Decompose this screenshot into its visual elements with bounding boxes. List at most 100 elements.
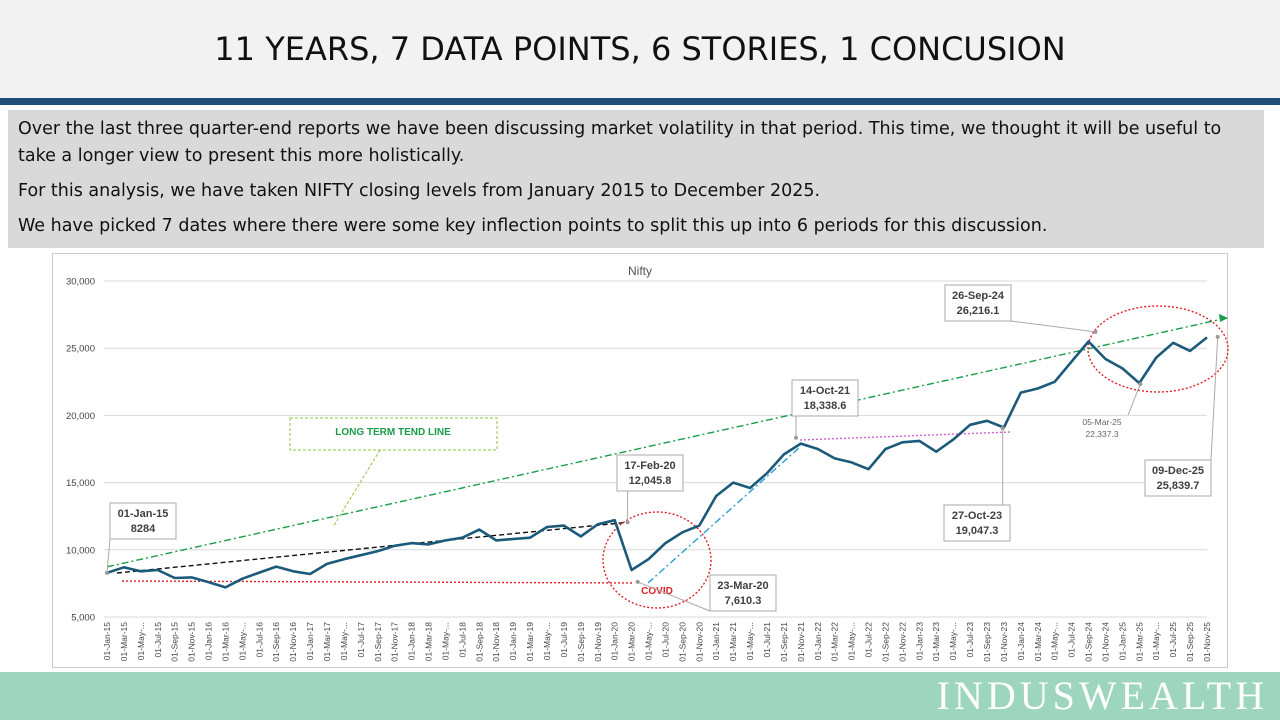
x-tick-label: 01-May-... <box>847 622 857 660</box>
x-tick-label: 01-Sep-18 <box>474 622 484 662</box>
x-tick-label: 01-Sep-24 <box>1084 622 1094 662</box>
callout-box <box>791 379 859 417</box>
recovery-line <box>647 446 801 584</box>
x-tick-label: 01-Jul-17 <box>356 622 366 658</box>
x-tick-label: 01-May-... <box>1050 622 1060 660</box>
x-tick-label: 01-Jan-17 <box>305 622 315 661</box>
x-tick-label: 01-May-... <box>136 622 146 660</box>
y-tick-label: 10,000 <box>66 545 95 556</box>
x-tick-label: 01-Jan-21 <box>711 622 721 661</box>
x-tick-label: 01-Jul-20 <box>660 622 670 658</box>
callout-pointer <box>1127 383 1141 416</box>
pre-covid-line <box>116 521 628 574</box>
x-tick-label: 01-Mar-25 <box>1134 622 1144 661</box>
paragraph: For this analysis, we have taken NIFTY c… <box>18 181 821 201</box>
x-tick-label: 01-Mar-24 <box>1033 622 1043 661</box>
x-tick-label: 01-May-... <box>339 622 349 660</box>
x-tick-label: 01-Sep-21 <box>779 622 789 662</box>
covid-label: COVID <box>641 586 673 597</box>
x-tick-label: 01-Mar-16 <box>220 622 230 661</box>
x-tick-label: 01-Nov-23 <box>999 622 1009 662</box>
callout-date: 05-Mar-25 <box>1082 417 1121 427</box>
x-tick-label: 01-Jul-19 <box>559 622 569 658</box>
callout-box <box>1144 459 1212 497</box>
annotation-point <box>1215 334 1220 339</box>
callout-date: 17-Feb-20 <box>624 460 675 472</box>
x-tick-label: 01-Sep-25 <box>1185 622 1195 662</box>
x-tick-label: 01-Sep-20 <box>677 622 687 662</box>
paragraph: We have picked 7 dates where there were … <box>18 216 1048 236</box>
x-tick-label: 01-Nov-16 <box>288 622 298 662</box>
trend-label-box <box>289 417 498 451</box>
callout-pointer <box>637 581 711 612</box>
callout-pointer <box>106 538 111 573</box>
x-tick-label: 01-Jul-23 <box>965 622 975 658</box>
callout-date: 14-Oct-21 <box>800 385 850 397</box>
support-line <box>121 580 633 584</box>
callout-value: 25,839.7 <box>1157 480 1200 492</box>
x-tick-label: 01-Jul-18 <box>457 622 467 658</box>
y-tick-label: 20,000 <box>66 411 95 422</box>
callout-box <box>944 284 1012 322</box>
x-tick-label: 01-Jul-21 <box>762 622 772 658</box>
intro-text: Over the last three quarter-end reports … <box>8 110 1264 248</box>
annotation-point <box>1093 329 1098 334</box>
callout-value: 26,216.1 <box>957 305 1000 317</box>
x-tick-label: 01-Jan-15 <box>102 622 112 661</box>
callout-value: 7,610.3 <box>725 595 762 607</box>
x-tick-label: 01-Sep-22 <box>880 622 890 662</box>
x-tick-label: 01-Mar-19 <box>525 622 535 661</box>
x-tick-label: 01-Mar-18 <box>424 622 434 661</box>
y-tick-label: 25,000 <box>66 344 95 355</box>
trend-line <box>106 317 1228 568</box>
range-line <box>799 431 1011 441</box>
callout-box <box>616 454 684 492</box>
x-tick-label: 01-Jul-15 <box>153 622 163 658</box>
slide-title: 11 YEARS, 7 DATA POINTS, 6 STORIES, 1 CO… <box>214 30 1066 68</box>
x-tick-label: 01-Jan-19 <box>508 622 518 661</box>
x-tick-label: 01-Jan-20 <box>610 622 620 661</box>
x-tick-label: 01-Sep-15 <box>170 622 180 662</box>
x-tick-label: 01-Mar-15 <box>119 622 129 661</box>
callout-box <box>109 502 177 540</box>
callout-date: 26-Sep-24 <box>952 290 1005 302</box>
x-tick-label: 01-Sep-17 <box>373 622 383 662</box>
annotation-point <box>1000 426 1005 431</box>
footer: INDUSWEALTH <box>0 672 1280 720</box>
x-tick-label: 01-Jan-18 <box>407 622 417 661</box>
x-tick-label: 01-Nov-15 <box>187 622 197 662</box>
x-tick-label: 01-Jul-16 <box>254 622 264 658</box>
x-tick-label: 01-Nov-24 <box>1100 622 1110 662</box>
chart-frame <box>52 253 1228 668</box>
y-tick-label: 30,000 <box>66 277 95 288</box>
callout-pointer <box>1210 336 1219 461</box>
callout-value: 22,337.3 <box>1085 429 1118 439</box>
callout-date: 27-Oct-23 <box>952 510 1002 522</box>
callout-date: 23-Mar-20 <box>717 580 768 592</box>
x-tick-label: 01-Nov-19 <box>593 622 603 662</box>
callout-value: 8284 <box>131 523 156 535</box>
annotation-point <box>105 570 109 575</box>
x-tick-label: 01-Mar-17 <box>322 622 332 661</box>
callout-value: 18,338.6 <box>804 400 847 412</box>
x-tick-label: 01-May-... <box>542 622 552 660</box>
x-tick-label: 01-Sep-16 <box>271 622 281 662</box>
x-tick-label: 01-May-... <box>237 622 247 660</box>
x-tick-label: 01-May-... <box>1151 622 1161 660</box>
x-tick-label: 01-May-... <box>644 622 654 660</box>
callout-date: 01-Jan-15 <box>118 508 169 520</box>
x-tick-label: 01-Nov-25 <box>1202 622 1212 662</box>
x-tick-label: 01-Jul-25 <box>1168 622 1178 658</box>
series-line <box>106 336 1208 589</box>
annotation-point <box>625 520 630 525</box>
annotation-point <box>1138 381 1143 386</box>
y-tick-label: 15,000 <box>66 478 95 489</box>
brand: INDUSWEALTH <box>936 673 1268 718</box>
peak-circle <box>1087 305 1229 393</box>
callout-value: 19,047.3 <box>956 525 999 537</box>
x-tick-label: 01-Jul-22 <box>864 622 874 658</box>
trend-label-pointer <box>332 449 381 528</box>
chart-title: Nifty <box>628 264 652 278</box>
annotation-point <box>793 435 798 440</box>
callout-date: 09-Dec-25 <box>1152 465 1204 477</box>
